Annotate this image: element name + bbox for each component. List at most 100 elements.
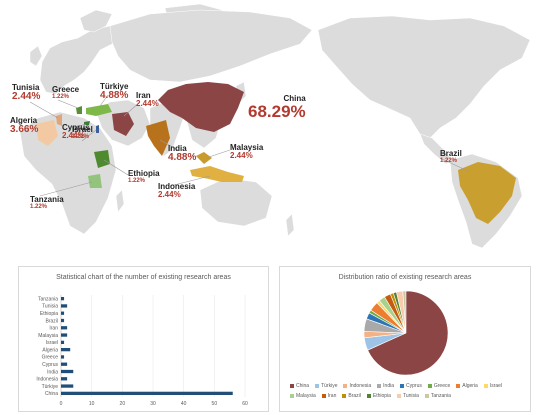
bar-xtick-2: 20 [120,401,126,407]
legend-item-cyprus: Cyprus [400,383,422,389]
country-tunisia [56,114,62,126]
bar-label-india: India [47,369,58,375]
bar-tunisia [61,304,68,308]
label-tanzania-name: Tanzania [30,195,64,204]
legend-swatch-indonesia [343,384,348,388]
legend-swatch-china [290,384,294,388]
label-china: China 68.29% [248,94,306,121]
world-map-svg [19,3,531,249]
label-brazil-pct: 1.22% [440,158,458,165]
landmass-australia [199,177,273,227]
bar-xtick-6: 60 [242,401,248,407]
bar-türkiye [61,384,74,388]
legend-swatch-cyprus [400,384,405,388]
label-israel-name: Israel [72,125,93,134]
bar-label-iran: Iran [49,326,58,332]
label-iran-name: Iran [136,91,151,100]
country-brazil [458,162,516,224]
pie-chart-panel: Distribution ratio of existing research … [279,266,531,412]
country-iran [112,112,134,136]
country-turkiye [86,104,112,116]
bar-label-ethiopia: Ethiopia [40,311,58,317]
bar-label-greece: Greece [42,355,59,361]
legend-item-iran: Iran [321,393,337,399]
label-tanzania-pct: 1.22% [30,204,48,211]
legend-label-china: China [296,383,310,389]
label-ethiopia-name: Ethiopia [128,169,160,178]
legend-swatch-tunisia [396,394,401,398]
callout-line-brazil [439,157,471,173]
bar-indonesia [61,377,68,381]
bar-xtick-4: 40 [181,401,187,407]
legend-item-tunisia: Tunisia [396,393,419,399]
legend-item-greece: Greece [427,383,450,389]
bar-label-tunisia: Tunisia [42,304,58,310]
pie-chart-title: Distribution ratio of existing research … [338,274,472,281]
label-algeria-pct: 3.66% [10,124,39,136]
bar-label-tanzania: Tanzania [38,296,58,302]
bar-india [61,369,74,374]
legend-label-indonesia: Indonesia [349,383,372,389]
legend-swatch-algeria [456,384,461,388]
legend-item-israel: Israel [483,383,503,389]
label-tunisia-pct: 2.44% [12,91,41,103]
label-iran-pct: 2.44% [136,99,159,109]
country-greece [76,106,82,114]
country-indonesia [190,166,244,182]
callout-line-malaysia [205,149,231,159]
legend-label-iran: Iran [327,393,337,399]
country-malaysia [196,152,212,164]
legend-item-china: China [290,383,309,389]
label-india: India 4.88% [168,144,196,164]
bar-xtick-3: 30 [150,401,156,407]
callout-line-india [159,139,179,151]
bar-label-algeria: Algeria [42,347,58,353]
pie-slice-china [367,290,449,376]
bar-cyprus [61,362,68,366]
country-china [158,82,244,132]
bar-greece [61,355,65,359]
legend-swatch-greece [427,384,432,388]
country-ethiopia [94,150,110,168]
legend-swatch-brazil [342,394,347,398]
legend-swatch-iran [321,394,326,398]
label-algeria: Algeria 3.66% [10,116,39,136]
legend-label-tanzania: Tanzania [430,393,451,399]
bar-tanzania [61,297,65,301]
bar-xtick-0: 0 [60,401,63,407]
label-cyprus-name: Cyprus [62,123,90,132]
bar-chart-title: Statistical chart of the number of exist… [56,274,231,281]
label-indonesia-name: Indonesia [158,182,196,191]
country-tanzania [88,174,102,188]
landmass-europe [39,25,121,95]
pie-chart-svg [363,290,449,376]
label-ethiopia-pct: 1.22% [128,178,146,185]
bar-label-brazil: Brazil [45,318,58,324]
bar-algeria [61,348,71,352]
label-cyprus-pct: 2.44% [62,131,85,141]
label-tanzania: Tanzania 1.22% [30,195,64,211]
legend-item-malaysia: Malaysia [290,393,316,399]
bar-label-china: China [45,391,58,397]
callout-line-tunisia [29,101,59,119]
legend-swatch-israel [483,384,488,388]
legend-item-indonesia: Indonesia [343,383,371,389]
country-israel [96,125,99,133]
landmass-scandinavia [79,9,113,33]
label-indonesia: Indonesia 2.44% [158,182,196,200]
bar-china [61,391,233,395]
callout-line-ethiopia [103,159,129,176]
pie-legend: China Türkiye Indonesia India Cyprus Greece Al… [290,383,526,399]
callout-line-cyprus [71,123,87,129]
label-greece-name: Greece [52,85,80,94]
callout-line-indonesia [169,175,211,187]
label-tunisia-name: Tunisia [12,83,40,92]
label-greece-pct: 1.22% [52,94,70,101]
label-israel-pct: 1.22% [72,134,90,141]
landmass-uk [29,45,43,67]
label-greece: Greece 1.22% [52,85,80,101]
label-turkiye-pct: 4.88% [100,90,129,102]
legend-label-israel: Israel [489,383,503,389]
landmass-north-america [317,15,531,141]
